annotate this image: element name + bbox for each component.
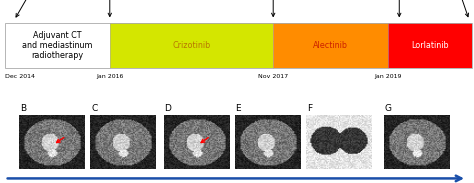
Bar (388, 23, 472, 68)
Text: Medium-inferior
bi-lobectomy: Medium-inferior bi-lobectomy (14, 0, 64, 17)
Text: Recurrence: Recurrence (92, 0, 128, 16)
Text: PD
Nov 2018: PD Nov 2018 (384, 0, 414, 16)
Text: D: D (164, 104, 172, 113)
Text: Adjuvant CT
and mediastinum
radiotherapy: Adjuvant CT and mediastinum radiotherapy (22, 31, 92, 61)
Text: PO: PO (269, 0, 277, 16)
Text: Alectinib: Alectinib (313, 41, 348, 50)
Bar (5, 23, 110, 68)
Bar (110, 23, 273, 68)
Text: E: E (236, 104, 241, 113)
Text: F: F (307, 104, 312, 113)
Text: Dec 2014: Dec 2014 (5, 74, 35, 79)
Text: Jan 2019: Jan 2019 (374, 74, 401, 79)
Bar (5, 23, 472, 68)
Text: Lorlatinib: Lorlatinib (411, 41, 448, 50)
Text: C: C (91, 104, 97, 113)
Text: Crizotinib: Crizotinib (173, 41, 210, 50)
Text: Death
Mar 2019: Death Mar 2019 (440, 0, 469, 17)
Bar (273, 23, 388, 68)
Text: Jan 2016: Jan 2016 (96, 74, 124, 79)
Text: Nov 2017: Nov 2017 (258, 74, 288, 79)
Text: B: B (20, 104, 26, 113)
Text: G: G (385, 104, 392, 113)
